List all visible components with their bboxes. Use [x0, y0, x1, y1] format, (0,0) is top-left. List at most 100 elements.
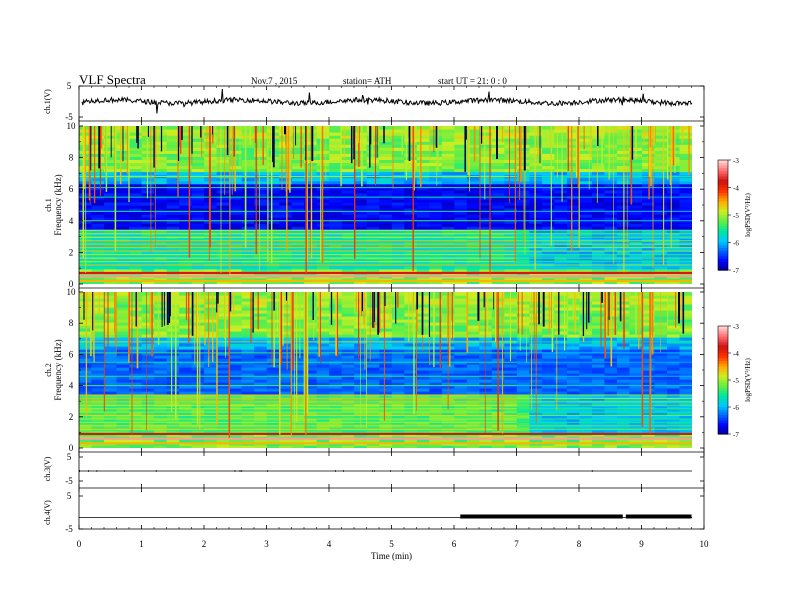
spec2-cell: [591, 376, 605, 380]
spec2-cell: [579, 367, 593, 371]
spec2-cell: [254, 355, 268, 359]
spec2-cell: [616, 358, 630, 362]
spec1-cell: [429, 180, 443, 185]
spec2-cell: [654, 316, 668, 320]
spec2-cell: [129, 364, 143, 368]
spec1-cell: [629, 244, 643, 249]
spec1-cell: [191, 183, 205, 188]
spec2-cell: [216, 334, 230, 338]
spec2-cell: [579, 406, 593, 410]
spec1-cell: [191, 268, 205, 273]
spec2-cell: [566, 370, 580, 374]
spec1-cell: [329, 156, 343, 160]
spec1-cell: [129, 162, 143, 167]
spec2-cell: [116, 409, 130, 413]
spec2-cell: [429, 313, 443, 317]
spec2-cell: [441, 439, 455, 443]
spec2-cell: [266, 346, 280, 350]
spec2-cell: [304, 358, 318, 362]
spec1-cell: [404, 244, 418, 249]
spec1-cell: [266, 192, 280, 197]
spec1-cell: [179, 177, 193, 182]
spec2-cell: [179, 379, 193, 383]
spec2-cell: [91, 394, 105, 398]
spec2-cell: [79, 337, 93, 341]
spec1-cell: [266, 223, 280, 227]
spec2-cell: [129, 325, 143, 329]
spec1-cell: [191, 171, 205, 176]
spec2-cell: [654, 430, 668, 434]
spec2-cell: [466, 439, 480, 443]
spec2-cell: [429, 391, 443, 395]
spec1-cell: [454, 165, 468, 170]
spec1-cell: [604, 277, 618, 282]
spec2-cell: [141, 379, 155, 383]
spec1-cell: [566, 165, 580, 170]
spec1-cell: [329, 268, 343, 273]
spec1-cell: [679, 247, 692, 252]
spec2-cell: [591, 358, 605, 362]
spec1-cell: [541, 268, 555, 273]
spec2-cell: [654, 358, 668, 362]
spec1-cell: [141, 144, 155, 148]
spec1-cell: [91, 202, 105, 206]
spec1-cell: [254, 205, 268, 209]
spec2-cell: [79, 430, 93, 434]
spec1-cell: [441, 214, 455, 218]
spec1-cell: [466, 214, 480, 218]
spec1-cell: [654, 238, 668, 242]
spec1-cell: [116, 268, 130, 273]
spec1-cell: [366, 265, 380, 270]
spec1-cell: [516, 132, 530, 136]
spec1-cell: [429, 253, 443, 258]
spec1-cell: [667, 211, 681, 215]
spec1-cell: [654, 241, 668, 246]
spec1-cell: [591, 198, 605, 203]
spec1-cell: [166, 150, 180, 154]
spec2-cell: [429, 370, 443, 374]
spec2-cell: [429, 409, 443, 413]
spec1-cell: [266, 189, 280, 194]
spec1-cell: [629, 247, 643, 252]
spec2-cell: [191, 346, 205, 350]
spec1-cell: [179, 162, 193, 167]
spec2-cell: [541, 439, 555, 443]
spec2-cell: [391, 391, 405, 395]
spec1-cell: [579, 135, 593, 139]
spec1-cell: [141, 281, 155, 284]
spec1-cell: [191, 141, 205, 145]
spec1-cell: [279, 223, 293, 227]
spec2-cell: [91, 352, 105, 356]
spec2-cell: [316, 331, 330, 335]
spec2-cell: [591, 319, 605, 323]
spec2-cell: [166, 355, 180, 359]
spec2-cell: [316, 346, 330, 350]
spec2-cell: [642, 445, 656, 448]
spec2-cell: [166, 364, 180, 368]
spec1-cell: [329, 277, 343, 282]
spec1-cell: [529, 171, 543, 176]
spec2-cell: [354, 355, 368, 359]
spec1-cell: [104, 265, 118, 270]
spec2-cell: [354, 418, 368, 422]
spec1-cell: [154, 277, 168, 282]
spec2-cell: [79, 406, 93, 410]
spec1-cell: [191, 202, 205, 206]
spec2-cell: [391, 415, 405, 419]
spec1-cell: [154, 262, 168, 267]
spec1-cell: [441, 211, 455, 215]
spec1-cell: [466, 162, 480, 167]
spec1-cell: [391, 150, 405, 154]
spec1-cell: [391, 277, 405, 282]
spec1-cell: [591, 156, 605, 160]
spec2-cell: [404, 394, 418, 398]
spec1-cell: [241, 180, 255, 185]
spec2-cell: [166, 382, 180, 386]
spec2-cell: [504, 415, 518, 419]
spec2-cell: [329, 445, 343, 448]
spec1-cell: [329, 180, 343, 185]
spec1-cell: [391, 135, 405, 139]
spec2-cell: [541, 406, 555, 410]
spec2-cell: [654, 319, 668, 323]
spec2-cell: [154, 313, 168, 317]
